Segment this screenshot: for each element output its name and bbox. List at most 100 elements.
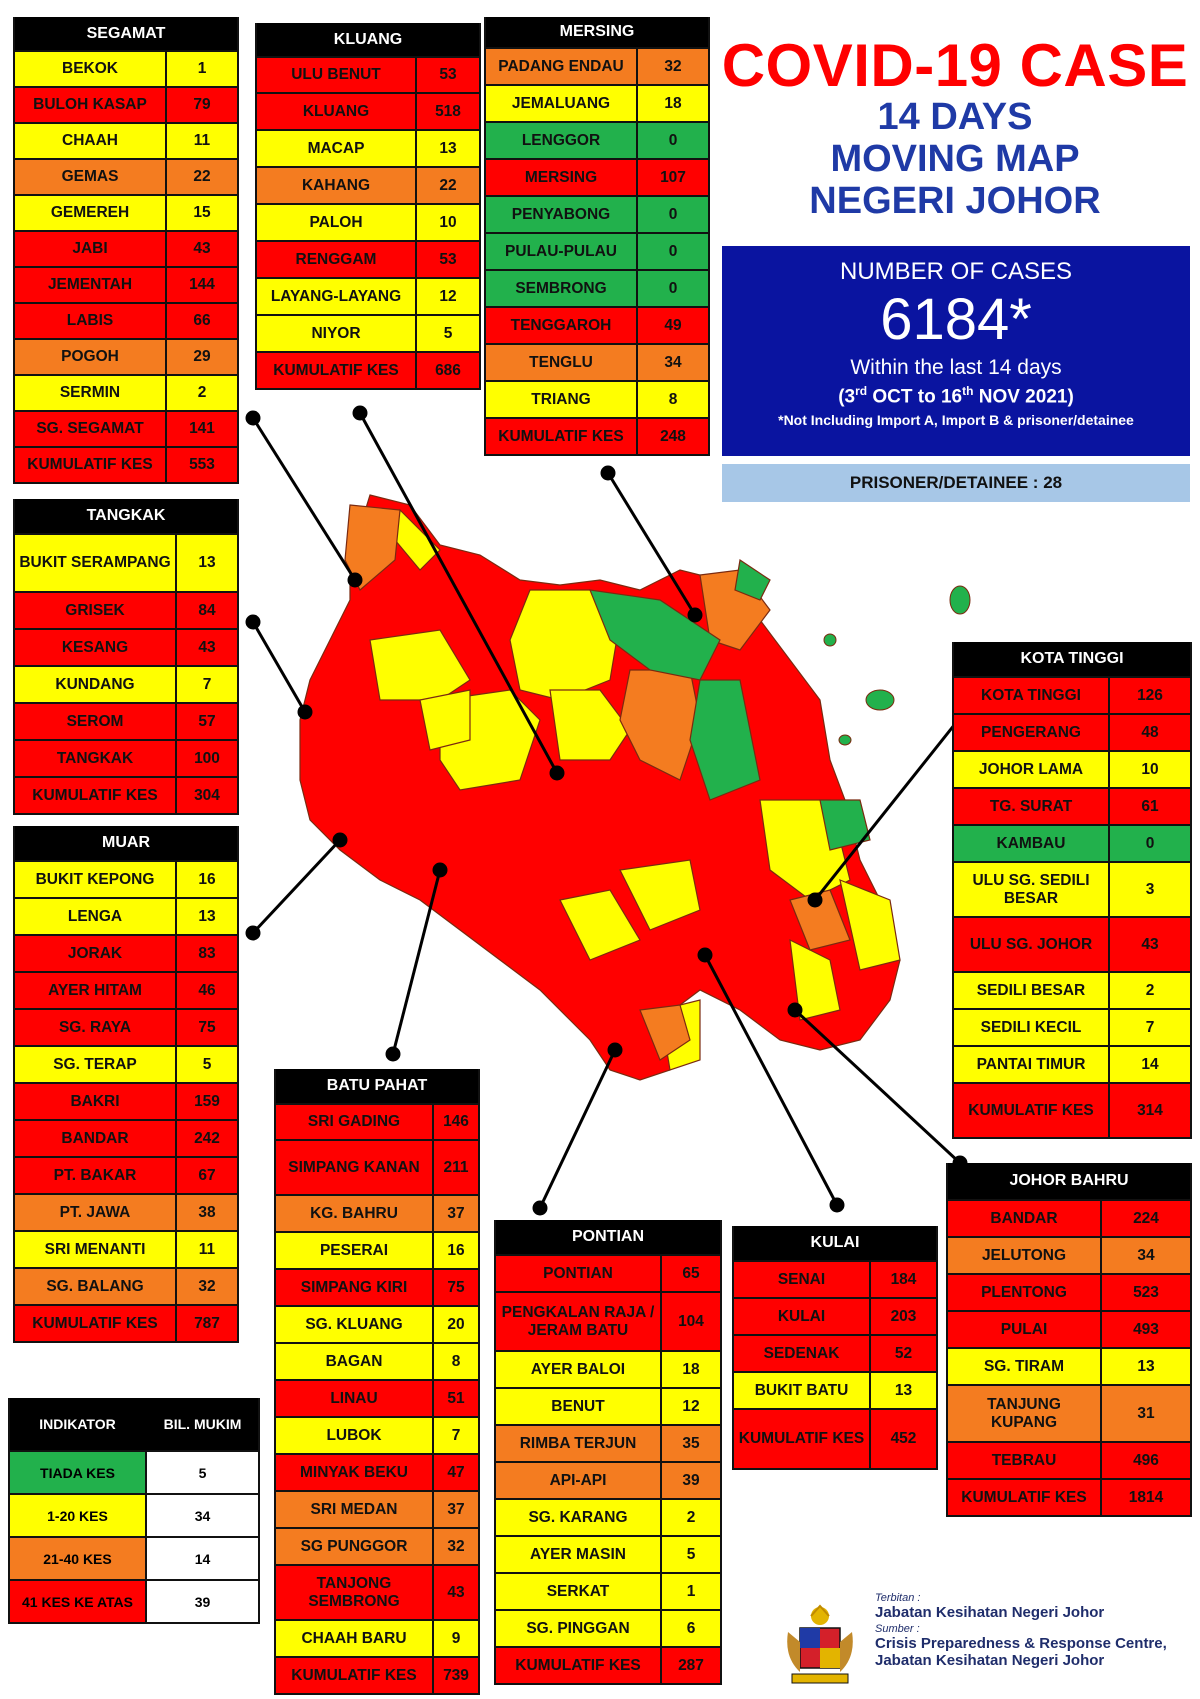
table-row: ULU SG. SEDILI BESAR 3: [954, 863, 1190, 916]
mukim-name: SEDENAK: [734, 1336, 869, 1371]
cases-number: 6184*: [880, 287, 1032, 352]
table-row: JABI 43: [15, 232, 237, 266]
mukim-case-count: 13: [1102, 1349, 1190, 1384]
table-row: PESERAI 16: [276, 1233, 478, 1268]
connector-line: [251, 838, 342, 935]
mukim-case-count: 211: [434, 1141, 478, 1194]
mukim-name: TRIANG: [486, 382, 636, 417]
mukim-case-count: 13: [871, 1373, 936, 1408]
mukim-case-count: 739: [434, 1658, 478, 1693]
mukim-name: JOHOR LAMA: [954, 752, 1108, 787]
mukim-name: BENUT: [496, 1389, 660, 1424]
table-row: MERSING 107: [486, 160, 708, 195]
source-label: Sumber :: [875, 1623, 920, 1635]
mukim-name: SG. PINGGAN: [496, 1611, 660, 1646]
mukim-name: PT. JAWA: [15, 1195, 175, 1230]
title-state: NEGERI JOHOR: [809, 180, 1101, 222]
mukim-name: RIMBA TERJUN: [496, 1426, 660, 1461]
mukim-case-count: 32: [638, 49, 708, 84]
mukim-name: BEKOK: [15, 52, 165, 86]
mukim-name: KUMULATIF KES: [954, 1084, 1108, 1137]
mukim-case-count: 20: [434, 1307, 478, 1342]
table-row: POGOH 29: [15, 340, 237, 374]
table-row: LINAU 51: [276, 1381, 478, 1416]
table-row: AYER MASIN 5: [496, 1537, 720, 1572]
table-row: KUMULATIF KES 686: [257, 353, 479, 388]
map-island: [949, 585, 971, 615]
mukim-case-count: 12: [662, 1389, 720, 1424]
mukim-name: SIMPANG KANAN: [276, 1141, 432, 1194]
mukim-case-count: 224: [1102, 1201, 1190, 1236]
mukim-name: PONTIAN: [496, 1256, 660, 1291]
district-table-johorbahru: JOHOR BAHRU BANDAR 224 JELUTONG 34 PLENTONG 52…: [946, 1163, 1192, 1517]
table-row: PLENTONG 523: [948, 1275, 1190, 1310]
connector-dot: [385, 1046, 401, 1062]
mukim-case-count: 75: [177, 1010, 237, 1045]
mukim-name: GEMAS: [15, 160, 165, 194]
table-row: KUMULATIF KES 553: [15, 448, 237, 482]
mukim-name: KUMULATIF KES: [276, 1658, 432, 1693]
district-header: SEGAMAT: [15, 17, 237, 50]
table-row: SG. SEGAMAT 141: [15, 412, 237, 446]
mukim-case-count: 13: [177, 899, 237, 934]
district-table-tangkak: TANGKAK BUKIT SERAMPANG 13 GRISEK 84 KESANG 43…: [13, 499, 239, 815]
table-row: PALOH 10: [257, 205, 479, 240]
mukim-case-count: 518: [417, 94, 479, 129]
mukim-name: SG. RAYA: [15, 1010, 175, 1045]
connector-dot: [245, 410, 261, 426]
connector-dot: [347, 572, 363, 588]
table-row: KESANG 43: [15, 630, 237, 665]
mukim-name: KUMULATIF KES: [734, 1410, 869, 1468]
table-row: LAYANG-LAYANG 12: [257, 279, 479, 314]
district-table-kotatinggi: KOTA TINGGI KOTA TINGGI 126 PENGERANG 48 JOHO…: [952, 642, 1192, 1139]
legend-row: TIADA KES 5: [10, 1452, 258, 1493]
legend-indicator: 21-40 KES: [10, 1538, 145, 1579]
mukim-case-count: 5: [662, 1537, 720, 1572]
cases-summary-box: NUMBER OF CASES 6184* Within the last 14…: [722, 246, 1190, 456]
mukim-case-count: 37: [434, 1492, 478, 1527]
range-sup-1: rd: [855, 384, 868, 398]
table-row: SEROM 57: [15, 704, 237, 739]
mukim-name: PULAU-PULAU: [486, 234, 636, 269]
mukim-case-count: 146: [434, 1105, 478, 1139]
table-row: SERMIN 2: [15, 376, 237, 410]
table-row: GRISEK 84: [15, 593, 237, 628]
table-row: SEMBRONG 0: [486, 271, 708, 306]
publisher-text: Terbitan : Jabatan Kesihatan Negeri Joho…: [875, 1592, 1195, 1669]
mukim-name: SRI GADING: [276, 1105, 432, 1139]
mukim-case-count: 2: [167, 376, 237, 410]
table-row: KLUANG 518: [257, 94, 479, 129]
map-island: [838, 734, 852, 746]
map-state-base: [299, 494, 901, 1081]
connector-dot: [332, 832, 348, 848]
map-region-sg-tiram: [789, 938, 841, 1021]
mukim-name: API-API: [496, 1463, 660, 1498]
mukim-case-count: 16: [434, 1233, 478, 1268]
table-row: SG. TIRAM 13: [948, 1349, 1190, 1384]
mukim-name: KG. BAHRU: [276, 1196, 432, 1231]
legend: INDIKATOR BIL. MUKIM TIADA KES 5 1-20 KES 3…: [8, 1398, 260, 1624]
mukim-case-count: 553: [167, 448, 237, 482]
mukim-name: PULAI: [948, 1312, 1100, 1347]
table-row: TG. SURAT 61: [954, 789, 1190, 824]
mukim-name: KAHANG: [257, 168, 415, 203]
table-row: JELUTONG 34: [948, 1238, 1190, 1273]
table-row: TRIANG 8: [486, 382, 708, 417]
table-row: PANTAI TIMUR 14: [954, 1047, 1190, 1082]
table-row: KG. BAHRU 37: [276, 1196, 478, 1231]
mukim-case-count: 141: [167, 412, 237, 446]
mukim-name: PANTAI TIMUR: [954, 1047, 1108, 1082]
connector-dot: [807, 892, 823, 908]
mukim-case-count: 100: [177, 741, 237, 776]
mukim-case-count: 13: [417, 131, 479, 166]
mukim-name: SRI MENANTI: [15, 1232, 175, 1267]
legend-rows: TIADA KES 5 1-20 KES 34 21-40 KES 14 41 KES KE…: [10, 1452, 258, 1622]
table-row: SRI GADING 146: [276, 1105, 478, 1139]
table-row: AYER BALOI 18: [496, 1352, 720, 1387]
mukim-name: JORAK: [15, 936, 175, 971]
table-row: PULAI 493: [948, 1312, 1190, 1347]
connector-dot: [549, 765, 565, 781]
legend-indicator: TIADA KES: [10, 1452, 145, 1493]
mukim-name: TANJONG SEMBRONG: [276, 1566, 432, 1619]
mukim-case-count: 523: [1102, 1275, 1190, 1310]
